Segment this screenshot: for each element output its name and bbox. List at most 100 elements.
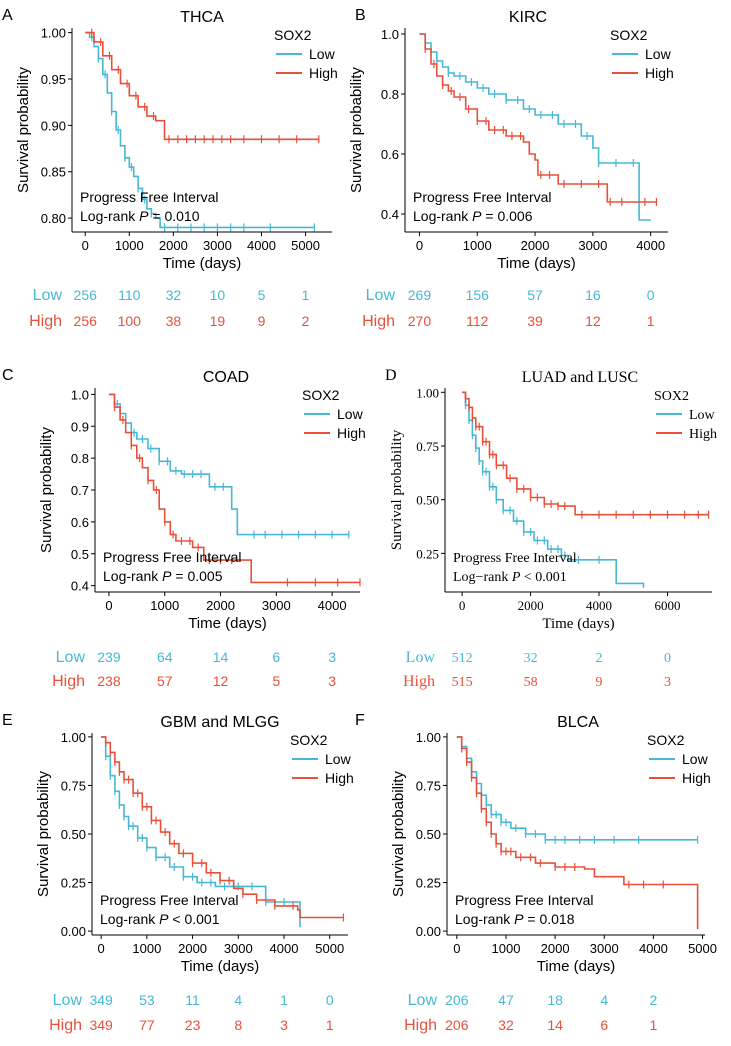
risk-value: 6 xyxy=(600,1017,608,1033)
panel-letter: E xyxy=(2,712,13,729)
annotation-test: Log−rank P < 0.001 xyxy=(453,570,567,585)
x-axis-label: Time (days) xyxy=(497,255,576,272)
risk-row-label-low: Low xyxy=(53,992,83,1009)
risk-value: 53 xyxy=(139,992,155,1008)
annotation-p-value: = 0.006 xyxy=(482,208,533,224)
risk-value: 64 xyxy=(157,649,173,665)
x-tick-label: 3000 xyxy=(203,238,232,253)
panel-a: A THCA 0.80 0.85 0.90 0.95 1.00 0 1000 2000 3000 40… xyxy=(2,7,338,330)
risk-value: 1 xyxy=(302,287,310,303)
annotation-endpoint: Progress Free Interval xyxy=(413,189,552,205)
annotation-p-symbol: P xyxy=(162,568,172,584)
y-tick-label: 0.75 xyxy=(61,778,86,793)
chart-title: KIRC xyxy=(509,9,547,26)
panel-letter: F xyxy=(355,712,365,729)
y-tick-label: 0.8 xyxy=(381,87,399,102)
legend-label-high: High xyxy=(337,425,366,441)
legend-title: SOX2 xyxy=(610,27,648,43)
risk-value: 4 xyxy=(600,992,608,1008)
x-tick-label: 1000 xyxy=(132,941,161,956)
annotation-endpoint: Progress Free Interval xyxy=(455,892,594,908)
risk-value: 19 xyxy=(210,313,226,329)
risk-value: 57 xyxy=(157,673,173,689)
y-tick-label: 1.00 xyxy=(416,730,441,745)
x-tick-label: 3000 xyxy=(262,598,291,613)
risk-value: 1 xyxy=(326,1017,334,1033)
y-tick-label: 0.4 xyxy=(381,207,399,222)
panel-letter: D xyxy=(385,367,397,384)
legend-label-low: Low xyxy=(645,46,672,62)
annotation-test-name: Log-rank xyxy=(80,208,139,224)
annotation-p-symbol: P xyxy=(139,208,149,224)
risk-value: 32 xyxy=(498,1017,514,1033)
x-tick-label: 4000 xyxy=(247,238,276,253)
panel-e: E GBM and MLGG 0.00 0.25 0.50 0.75 1.00 0 1000 20… xyxy=(2,712,354,1034)
risk-value: 206 xyxy=(445,1017,469,1033)
y-tick-label: 0.90 xyxy=(41,118,66,133)
panel-letter: B xyxy=(355,7,366,24)
x-axis-label: Time (days) xyxy=(181,958,260,975)
risk-value: 2 xyxy=(596,651,603,666)
survival-curve-high xyxy=(108,393,360,584)
legend-label-low: Low xyxy=(689,408,716,423)
risk-value: 206 xyxy=(445,992,469,1008)
risk-value: 256 xyxy=(74,287,98,303)
y-tick-label: 1.00 xyxy=(61,730,86,745)
x-axis-label: Time (days) xyxy=(542,616,614,632)
risk-value: 2 xyxy=(302,313,310,329)
annotation-p-value: < 0.001 xyxy=(520,570,566,585)
legend-title: SOX2 xyxy=(654,389,689,404)
risk-value: 512 xyxy=(452,651,473,666)
legend-label-high: High xyxy=(309,65,338,81)
y-axis-label: Survival probability xyxy=(348,67,365,193)
x-tick-label: 0 xyxy=(82,238,89,253)
annotation-p-value: = 0.018 xyxy=(524,911,575,927)
chart-title: THCA xyxy=(180,9,224,26)
risk-value: 77 xyxy=(139,1017,155,1033)
x-tick-label: 0 xyxy=(105,598,112,613)
risk-row-label-low: Low xyxy=(366,287,396,304)
x-tick-label: 5000 xyxy=(291,238,320,253)
y-tick-label: 0.9 xyxy=(71,419,89,434)
legend-title: SOX2 xyxy=(274,27,312,43)
y-axis-label: Survival probability xyxy=(38,427,55,553)
risk-value: 39 xyxy=(527,313,543,329)
x-tick-label: 3000 xyxy=(590,941,619,956)
annotation-p-symbol: P xyxy=(511,570,521,585)
legend-label-low: Low xyxy=(325,751,352,767)
x-tick-label: 5000 xyxy=(688,941,717,956)
risk-row-label-high: High xyxy=(29,313,62,330)
risk-value: 47 xyxy=(498,992,514,1008)
legend-label-high: High xyxy=(645,65,674,81)
y-tick-label: 0.25 xyxy=(416,546,439,561)
x-tick-label: 4000 xyxy=(270,941,299,956)
panel-b: B KIRC 0.4 0.6 0.8 1.0 0 1000 2000 3000 4000 Time (… xyxy=(348,7,674,330)
legend-label-high: High xyxy=(689,427,717,442)
risk-value: 0 xyxy=(647,287,655,303)
risk-value: 9 xyxy=(258,313,266,329)
panel-d: D LUAD and LUSC 0.25 0.50 0.75 1.00 0 2000 4000 6… xyxy=(385,367,717,690)
annotation-endpoint: Progress Free Interval xyxy=(453,551,577,566)
panel-letter: A xyxy=(2,7,13,24)
risk-value: 2 xyxy=(650,992,658,1008)
risk-value: 349 xyxy=(89,992,113,1008)
survival-curve-high xyxy=(85,31,319,141)
x-tick-label: 2000 xyxy=(206,598,235,613)
y-axis-label: Survival probability xyxy=(35,771,52,897)
y-tick-label: 0.00 xyxy=(61,924,86,939)
y-tick-label: 0.8 xyxy=(71,451,89,466)
risk-row-label-low: Low xyxy=(406,649,436,666)
risk-value: 238 xyxy=(97,673,121,689)
panel-f: F BLCA 0.00 0.25 0.50 0.75 1.00 0 1000 2000 3000 40… xyxy=(355,712,717,1034)
panel-letter: C xyxy=(2,367,14,384)
y-tick-label: 1.0 xyxy=(71,387,89,402)
chart-title: LUAD and LUSC xyxy=(522,369,638,386)
x-tick-label: 2000 xyxy=(541,941,570,956)
x-tick-label: 4000 xyxy=(586,598,612,613)
risk-value: 349 xyxy=(89,1017,113,1033)
risk-value: 12 xyxy=(213,673,229,689)
risk-value: 110 xyxy=(118,287,141,303)
survival-curve-low xyxy=(108,393,349,536)
risk-row-label-low: Low xyxy=(33,287,63,304)
